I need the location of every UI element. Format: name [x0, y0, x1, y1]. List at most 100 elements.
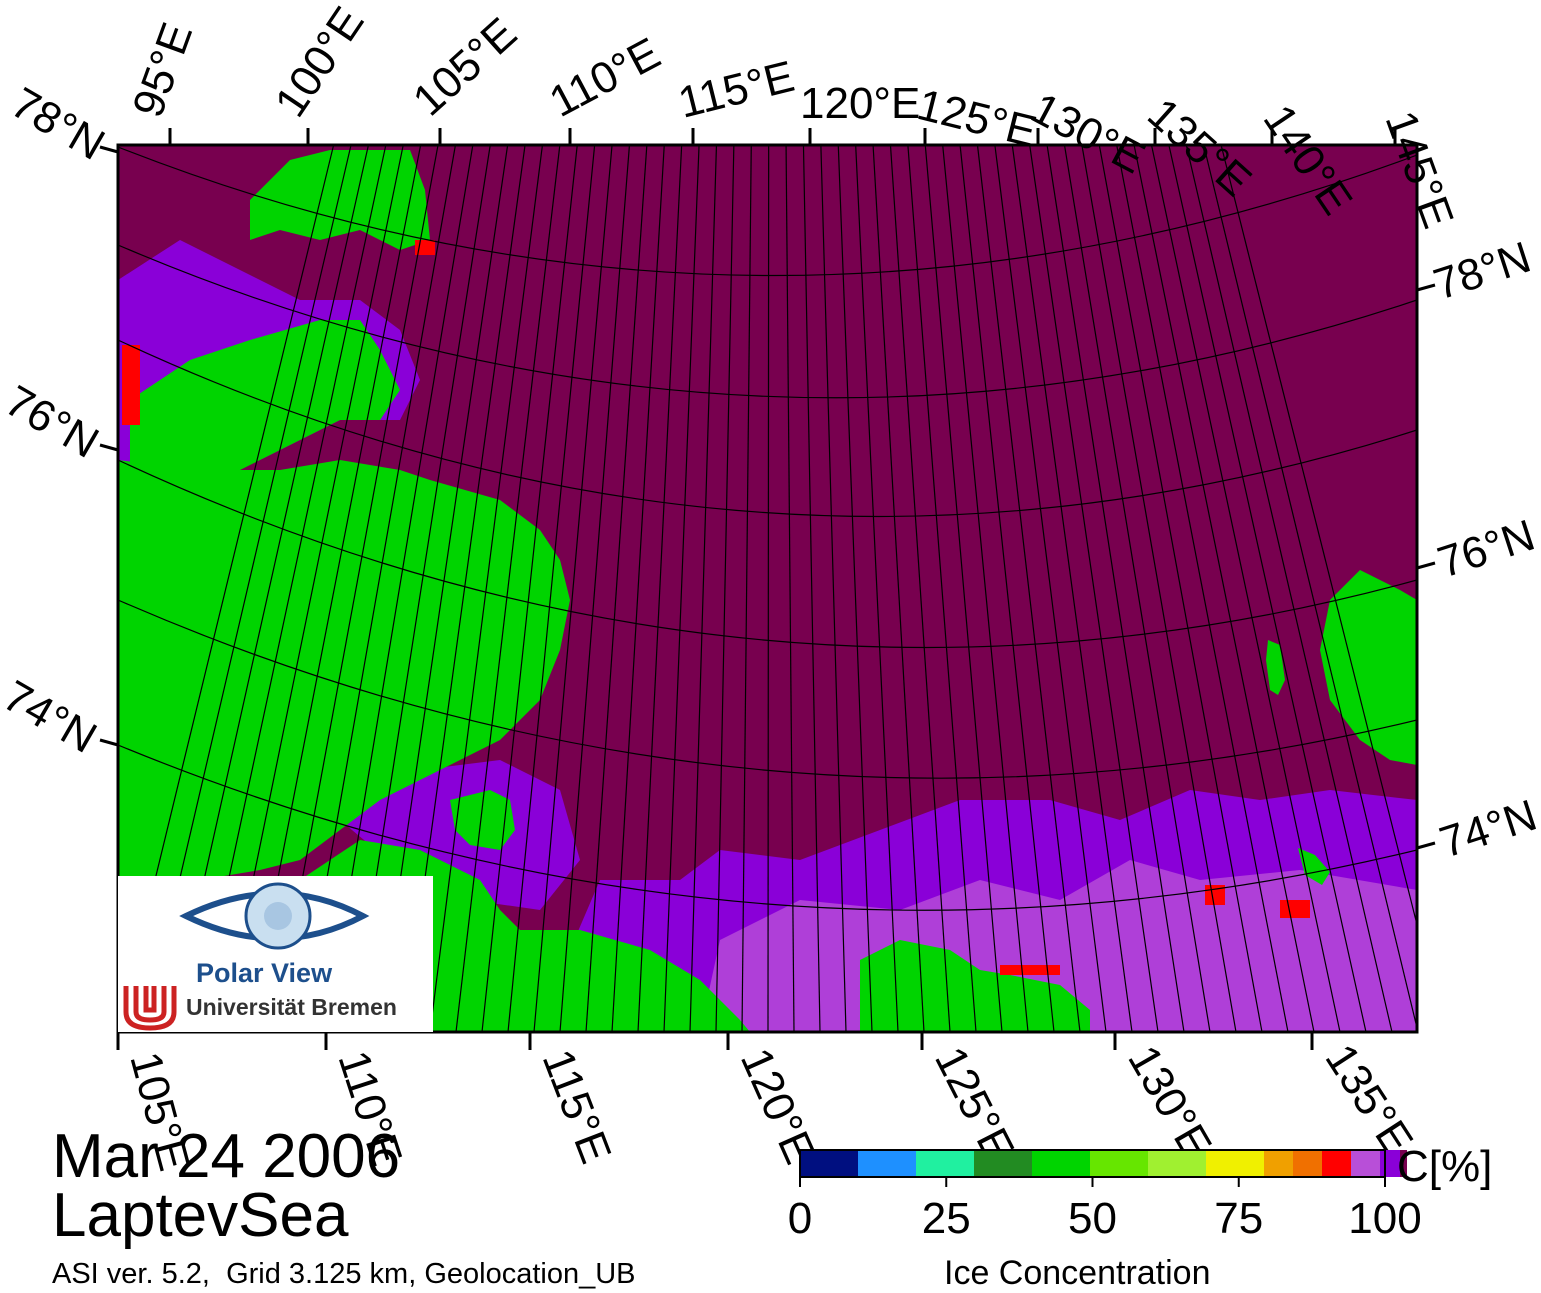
bremen-logo-icon — [123, 986, 177, 1031]
info-caption: ASI ver. 5.2, Grid 3.125 km, Geolocation… — [52, 1258, 636, 1290]
left-tick — [99, 145, 119, 154]
meridian-line — [611, 145, 665, 1032]
colorbar-segment — [1322, 1150, 1351, 1177]
bottom-lon-label: 130°E — [1118, 1038, 1221, 1167]
colorbar-segment — [1206, 1150, 1264, 1177]
meridian-line — [559, 145, 631, 1032]
meridian-line — [1133, 145, 1315, 1032]
meridian-line — [959, 145, 1055, 1032]
meridian-line — [889, 145, 951, 1032]
meridian-line — [837, 145, 873, 1032]
meridian-line — [785, 145, 795, 1032]
colorbar-tick-label: 100 — [1348, 1194, 1421, 1243]
left-tick — [99, 738, 119, 747]
red-patch-3 — [1280, 900, 1310, 918]
colorbar-segment — [1264, 1150, 1293, 1177]
meridian-line — [663, 145, 700, 1032]
right-tick — [1416, 283, 1436, 292]
land-stolbovoy-island — [1298, 848, 1330, 885]
meridian-line — [715, 145, 735, 1032]
meridian-line — [976, 145, 1081, 1032]
colorbar-unit: C[%] — [1397, 1142, 1493, 1191]
top-lon-label: 120°E — [800, 79, 920, 128]
right-lat-label: 76°N — [1432, 511, 1541, 588]
colorbar-segment — [1351, 1150, 1380, 1177]
bottom-lon-label: 115°E — [533, 1043, 621, 1170]
eye-logo-icon — [179, 882, 370, 950]
colorbar-tick-label: 50 — [1068, 1194, 1117, 1243]
right-tick — [1416, 841, 1436, 850]
meridian-line — [1046, 145, 1185, 1032]
date-caption: Mar 24 2006 — [52, 1122, 401, 1191]
left-lat-label: 76°N — [0, 376, 107, 468]
meridian-line — [1150, 145, 1341, 1032]
meridian-line — [1203, 145, 1417, 1031]
colorbar-segment — [916, 1150, 974, 1177]
top-lon-label: 100°E — [266, 0, 374, 126]
meridian-line — [429, 145, 544, 1032]
meridian-line — [481, 145, 578, 1032]
meridian-line — [872, 145, 925, 1032]
meridian-line — [942, 145, 1029, 1032]
top-lon-label: 105°E — [404, 8, 526, 125]
logo-university: Universität Bremen — [186, 994, 397, 1020]
colorbar-segment — [1032, 1150, 1090, 1177]
land-kotelny-island — [1320, 570, 1417, 765]
meridian-line — [1220, 145, 1417, 928]
meridian-line — [533, 145, 613, 1032]
meridian-line — [1011, 145, 1133, 1032]
red-patch-1 — [122, 345, 140, 425]
meridian-line — [855, 145, 899, 1032]
red-patch-4 — [1000, 965, 1060, 975]
meridian-line — [907, 145, 977, 1032]
land-taymyr-bolshevik — [130, 320, 400, 500]
meridian-line — [455, 145, 561, 1032]
map-frame — [116, 143, 1419, 1034]
meridian-line — [1063, 145, 1211, 1032]
colorbar: 0 25 50 75 100 — [788, 1149, 1422, 1243]
meridian-line — [1081, 145, 1237, 1032]
left-lat-label: 78°N — [3, 78, 113, 170]
colorbar-title: Ice Concentration — [944, 1254, 1211, 1292]
colorbar-segment — [1090, 1150, 1148, 1177]
meridian-line — [507, 145, 596, 1032]
land-bolshoy-begichev — [450, 790, 515, 850]
right-lat-label: 74°N — [1434, 791, 1541, 868]
meridian-line — [994, 145, 1107, 1032]
region-caption: LaptevSea — [52, 1181, 349, 1250]
colorbar-segment — [1293, 1150, 1322, 1177]
land-belkovsky-island — [1266, 640, 1285, 695]
meridian-line — [820, 145, 847, 1032]
top-lon-label: 110°E — [542, 29, 668, 127]
colorbar-segment — [1148, 1150, 1206, 1177]
colorbar-tick-label: 75 — [1214, 1194, 1263, 1243]
right-lat-label: 78°N — [1428, 233, 1537, 310]
meridian-line — [585, 145, 648, 1032]
land-severnaya-zemlya-north — [250, 150, 430, 250]
logo-name: Polar View — [196, 958, 333, 988]
colorbar-segment — [1400, 1150, 1407, 1177]
colorbar-tick-label: 0 — [788, 1194, 812, 1243]
meridian-line — [1185, 145, 1393, 1032]
left-tick — [99, 443, 119, 452]
meridian-line — [637, 145, 683, 1032]
meridian-line — [1098, 145, 1263, 1032]
meridian-line — [1168, 145, 1367, 1032]
right-tick — [1416, 561, 1436, 570]
left-lat-label: 74°N — [0, 671, 105, 763]
colorbar-segment — [858, 1150, 916, 1177]
colorbar-segment — [974, 1150, 1032, 1177]
land-lena-delta — [860, 940, 1090, 1032]
meridian-line — [802, 145, 821, 1032]
top-lon-label: 95°E — [123, 17, 202, 124]
meridian-line — [1029, 145, 1159, 1032]
polar-view-logo: Polar View Universität Bremen — [118, 876, 433, 1032]
top-lon-label: 115°E — [674, 52, 799, 128]
colorbar-tick-label: 25 — [922, 1194, 971, 1243]
meridian-line — [741, 145, 752, 1032]
meridian-line — [1116, 145, 1289, 1032]
meridian-line — [689, 145, 718, 1032]
colorbar-segment — [800, 1150, 858, 1177]
meridian-line — [924, 145, 1003, 1032]
